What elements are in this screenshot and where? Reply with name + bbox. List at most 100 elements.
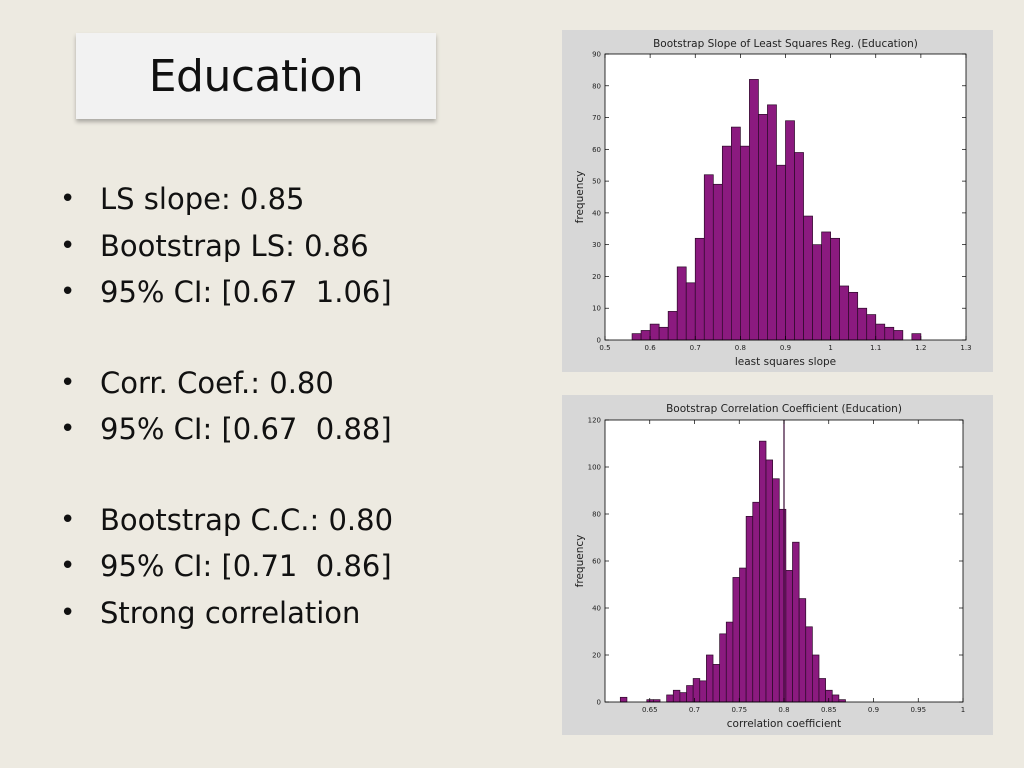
bullet-text: 95% CI: [0.67 0.88] [100, 412, 392, 446]
bullet-marker: • [60, 367, 76, 398]
x-tick-label: 1.3 [960, 344, 971, 352]
y-tick-label: 40 [592, 605, 601, 613]
histogram-bar [893, 330, 904, 341]
slide-title: Education [148, 50, 364, 102]
x-tick-label: 0.8 [778, 706, 789, 714]
bullet-item: • 95% CI: [0.67 0.88] [60, 406, 530, 453]
histogram-bar [686, 685, 694, 703]
histogram-bar [818, 678, 826, 703]
bullet-list: • LS slope: 0.85 • Bootstrap LS: 0.86 • 95% C… [60, 176, 530, 636]
x-tick-label: 0.95 [910, 706, 926, 714]
bullet-text: Strong correlation [100, 595, 361, 630]
x-tick-label: 1 [961, 706, 965, 714]
bullet-text: Corr. Coef.: 0.80 [100, 365, 334, 400]
x-tick-label: 0.6 [645, 344, 657, 352]
bullet-marker: • [60, 504, 76, 535]
histogram-bar [676, 266, 687, 341]
x-tick-label: 0.85 [821, 706, 837, 714]
y-tick-label: 20 [592, 273, 601, 281]
y-tick-label: 0 [597, 699, 601, 707]
y-tick-label: 100 [588, 464, 601, 472]
histogram-bar [830, 237, 840, 341]
histogram-bar [739, 567, 747, 703]
bullet-item: • Corr. Coef.: 0.80 [60, 360, 530, 407]
x-tick-label: 0.9 [868, 706, 879, 714]
bullet-text: Bootstrap C.C.: 0.80 [100, 502, 394, 537]
bullet-item: • Strong correlation [60, 590, 530, 637]
histogram-bar [672, 689, 681, 703]
bullet-text: LS slope: 0.85 [100, 182, 305, 216]
bullet-marker: • [60, 551, 76, 581]
histogram-bar [749, 79, 759, 341]
y-axis-label: frequency [574, 171, 586, 224]
histogram-bar [911, 333, 922, 341]
histogram-bar [839, 285, 850, 341]
histogram-bar [732, 577, 740, 703]
histogram-bar [731, 126, 741, 341]
x-tick-label: 0.7 [690, 344, 701, 352]
histogram-bar [619, 696, 628, 703]
histogram-bar [721, 145, 732, 341]
bullet-marker: • [60, 277, 76, 307]
y-tick-label: 90 [592, 51, 601, 59]
x-axis-label: least squares slope [735, 356, 836, 368]
histogram-bar [812, 654, 820, 703]
histogram-bar [640, 330, 651, 341]
histogram-bar [794, 152, 804, 341]
histogram-bar [848, 291, 859, 341]
histogram-bar [752, 501, 760, 703]
histogram-bar [805, 626, 813, 703]
histogram-bar [694, 237, 705, 341]
histogram-bar [785, 120, 795, 341]
bullet-text: 95% CI: [0.71 0.86] [100, 549, 392, 583]
slide-title-box: Education [76, 33, 436, 119]
y-tick-label: 10 [592, 305, 601, 313]
histogram-bar [658, 326, 669, 341]
bullet-marker: • [60, 230, 76, 261]
histogram-bar [821, 231, 831, 341]
y-tick-label: 60 [592, 558, 601, 566]
chart-title: Bootstrap Correlation Coefficient (Educa… [666, 403, 902, 415]
y-tick-label: 0 [597, 337, 601, 345]
histogram-bar [765, 459, 773, 703]
histogram-bar [803, 215, 813, 341]
histogram-bar [685, 282, 696, 341]
ls-slope-histogram-panel: Bootstrap Slope of Least Squares Reg. (E… [562, 30, 993, 372]
histogram-bar [745, 515, 754, 703]
correlation-histogram-panel: Bootstrap Correlation Coefficient (Educa… [562, 395, 993, 735]
histogram-bar [712, 183, 723, 341]
histogram-bar [812, 244, 822, 341]
bullet-marker: • [60, 414, 76, 444]
histogram-bar [857, 307, 868, 341]
y-axis-label: frequency [574, 535, 586, 588]
histogram-bar [703, 174, 714, 341]
bullet-text: 95% CI: [0.67 1.06] [100, 275, 392, 309]
x-axis-label: correlation coefficient [727, 718, 841, 730]
bullet-item: • Bootstrap C.C.: 0.80 [60, 497, 530, 544]
x-tick-label: 0.65 [642, 706, 658, 714]
y-tick-label: 30 [592, 241, 601, 249]
y-tick-label: 80 [592, 511, 601, 519]
x-tick-label: 0.5 [599, 344, 610, 352]
y-tick-label: 60 [592, 146, 601, 154]
y-tick-label: 80 [592, 82, 601, 90]
y-tick-label: 40 [592, 209, 601, 217]
x-tick-label: 0.7 [689, 706, 700, 714]
bullet-text: Bootstrap LS: 0.86 [100, 228, 369, 263]
histogram-bar [772, 478, 780, 703]
histogram-bar [875, 323, 886, 341]
y-tick-label: 120 [588, 417, 601, 425]
histogram-bar [667, 311, 678, 341]
histogram-bar [798, 598, 807, 703]
x-tick-label: 1.2 [915, 344, 926, 352]
histogram-bar [866, 314, 877, 341]
bullet-item: • 95% CI: [0.71 0.86] [60, 543, 530, 590]
histogram-bar [679, 692, 687, 703]
histogram-bar [740, 145, 750, 341]
y-tick-label: 20 [592, 652, 601, 660]
histogram-bar [759, 440, 767, 703]
histogram-bar [649, 323, 660, 341]
y-tick-label: 50 [592, 178, 601, 186]
bullet-item: • 95% CI: [0.67 1.06] [60, 269, 530, 316]
bullet-item: • LS slope: 0.85 [60, 176, 530, 223]
